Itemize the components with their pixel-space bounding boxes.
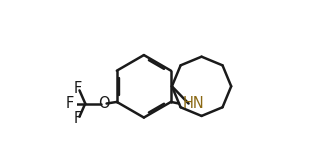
Text: O: O bbox=[98, 96, 110, 111]
Text: HN: HN bbox=[182, 96, 204, 111]
Text: F: F bbox=[66, 96, 74, 111]
Text: F: F bbox=[73, 81, 82, 96]
Text: F: F bbox=[73, 111, 82, 126]
